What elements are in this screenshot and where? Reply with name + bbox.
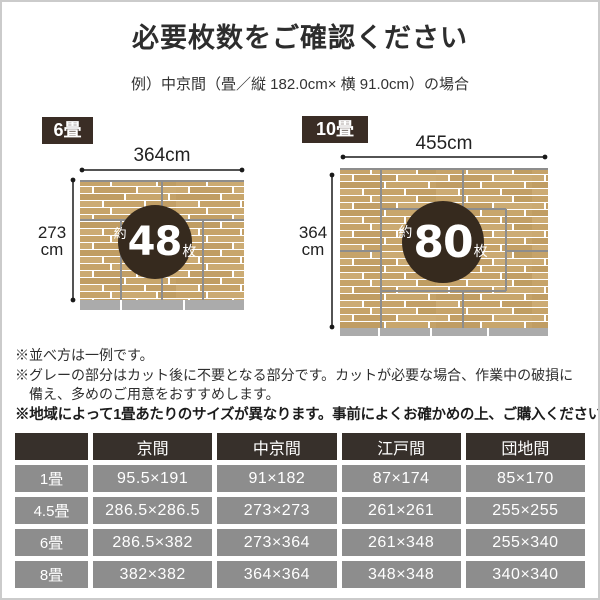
page-title: 必要枚数をご確認ください — [132, 23, 468, 53]
size-cell: 255×340 — [465, 529, 585, 556]
note-line-3: 備え、多めのご用意をおすすめします。 — [29, 386, 280, 402]
size-cell: 85×170 — [465, 465, 585, 492]
quantity-suffix-6jo: 枚 — [182, 243, 197, 259]
size-cell: 340×340 — [465, 561, 585, 588]
size-cell: 261×261 — [341, 497, 461, 524]
quantity-suffix-10jo: 枚 — [473, 243, 488, 259]
note-line-2: ※グレーの部分はカット後に不要となる部分です。カットが必要な場合、作業中の破損に — [15, 367, 574, 383]
size-cell: 286.5×286.5 — [93, 497, 213, 524]
note-line-4-bold: ※地域によって1畳あたりのサイズが異なります。事前によくお確かめの上、ご購入くだ… — [15, 407, 600, 423]
table-header-chukyoma: 中京間 — [217, 433, 337, 460]
size-cell: 91×182 — [217, 465, 337, 492]
height-label-10jo: 364 cm — [291, 224, 335, 258]
size-cell: 255×255 — [465, 497, 585, 524]
table-header-edoma: 江戸間 — [341, 433, 461, 460]
size-cell: 273×273 — [217, 497, 337, 524]
width-label-6jo: 364cm — [133, 145, 191, 166]
height-label-6jo: 273 cm — [30, 224, 74, 258]
quantity-circle-6jo: 約 48 枚 — [114, 205, 196, 279]
row-label-6jo: 6畳 — [15, 529, 88, 556]
height-unit-10jo: cm — [301, 240, 325, 259]
height-unit-6jo: cm — [40, 240, 64, 259]
size-cell: 87×174 — [341, 465, 461, 492]
size-cell: 273×364 — [217, 529, 337, 556]
dimension-lines-6jo — [70, 167, 245, 303]
width-label-10jo: 455cm — [415, 133, 473, 154]
quantity-number-10jo: 80 — [413, 216, 473, 268]
size-cell: 95.5×191 — [93, 465, 213, 492]
size-cell: 382×382 — [93, 561, 213, 588]
size-cell: 261×348 — [341, 529, 461, 556]
row-label-1jo: 1畳 — [15, 465, 88, 492]
table-header-kyoma: 京間 — [93, 433, 213, 460]
size-cell: 348×348 — [341, 561, 461, 588]
height-value-6jo: 273 — [37, 223, 67, 242]
quantity-prefix-10jo: 約 — [398, 224, 413, 240]
page-subtitle: 例）中京間（畳／縦 182.0cm× 横 91.0cm）の場合 — [131, 76, 469, 93]
dimension-lines-10jo — [329, 154, 548, 330]
row-label-4-5jo: 4.5畳 — [15, 497, 88, 524]
tatami-size-table: 京間 中京間 江戸間 団地間 1畳 95.5×191 91×182 87×174… — [15, 433, 585, 588]
height-value-10jo: 364 — [298, 223, 328, 242]
size-cell: 364×364 — [217, 561, 337, 588]
note-line-1: ※並べ方は一例です。 — [15, 347, 154, 363]
badge-6jo: 6畳 — [42, 117, 93, 144]
table-header-danchima: 団地間 — [465, 433, 585, 460]
quantity-prefix-6jo: 約 — [113, 225, 127, 241]
badge-10jo: 10畳 — [302, 116, 368, 143]
row-label-8jo: 8畳 — [15, 561, 88, 588]
quantity-number-6jo: 48 — [127, 219, 183, 265]
table-corner-cell — [15, 433, 88, 460]
size-cell: 286.5×382 — [93, 529, 213, 556]
quantity-circle-10jo: 約 80 枚 — [398, 201, 488, 283]
